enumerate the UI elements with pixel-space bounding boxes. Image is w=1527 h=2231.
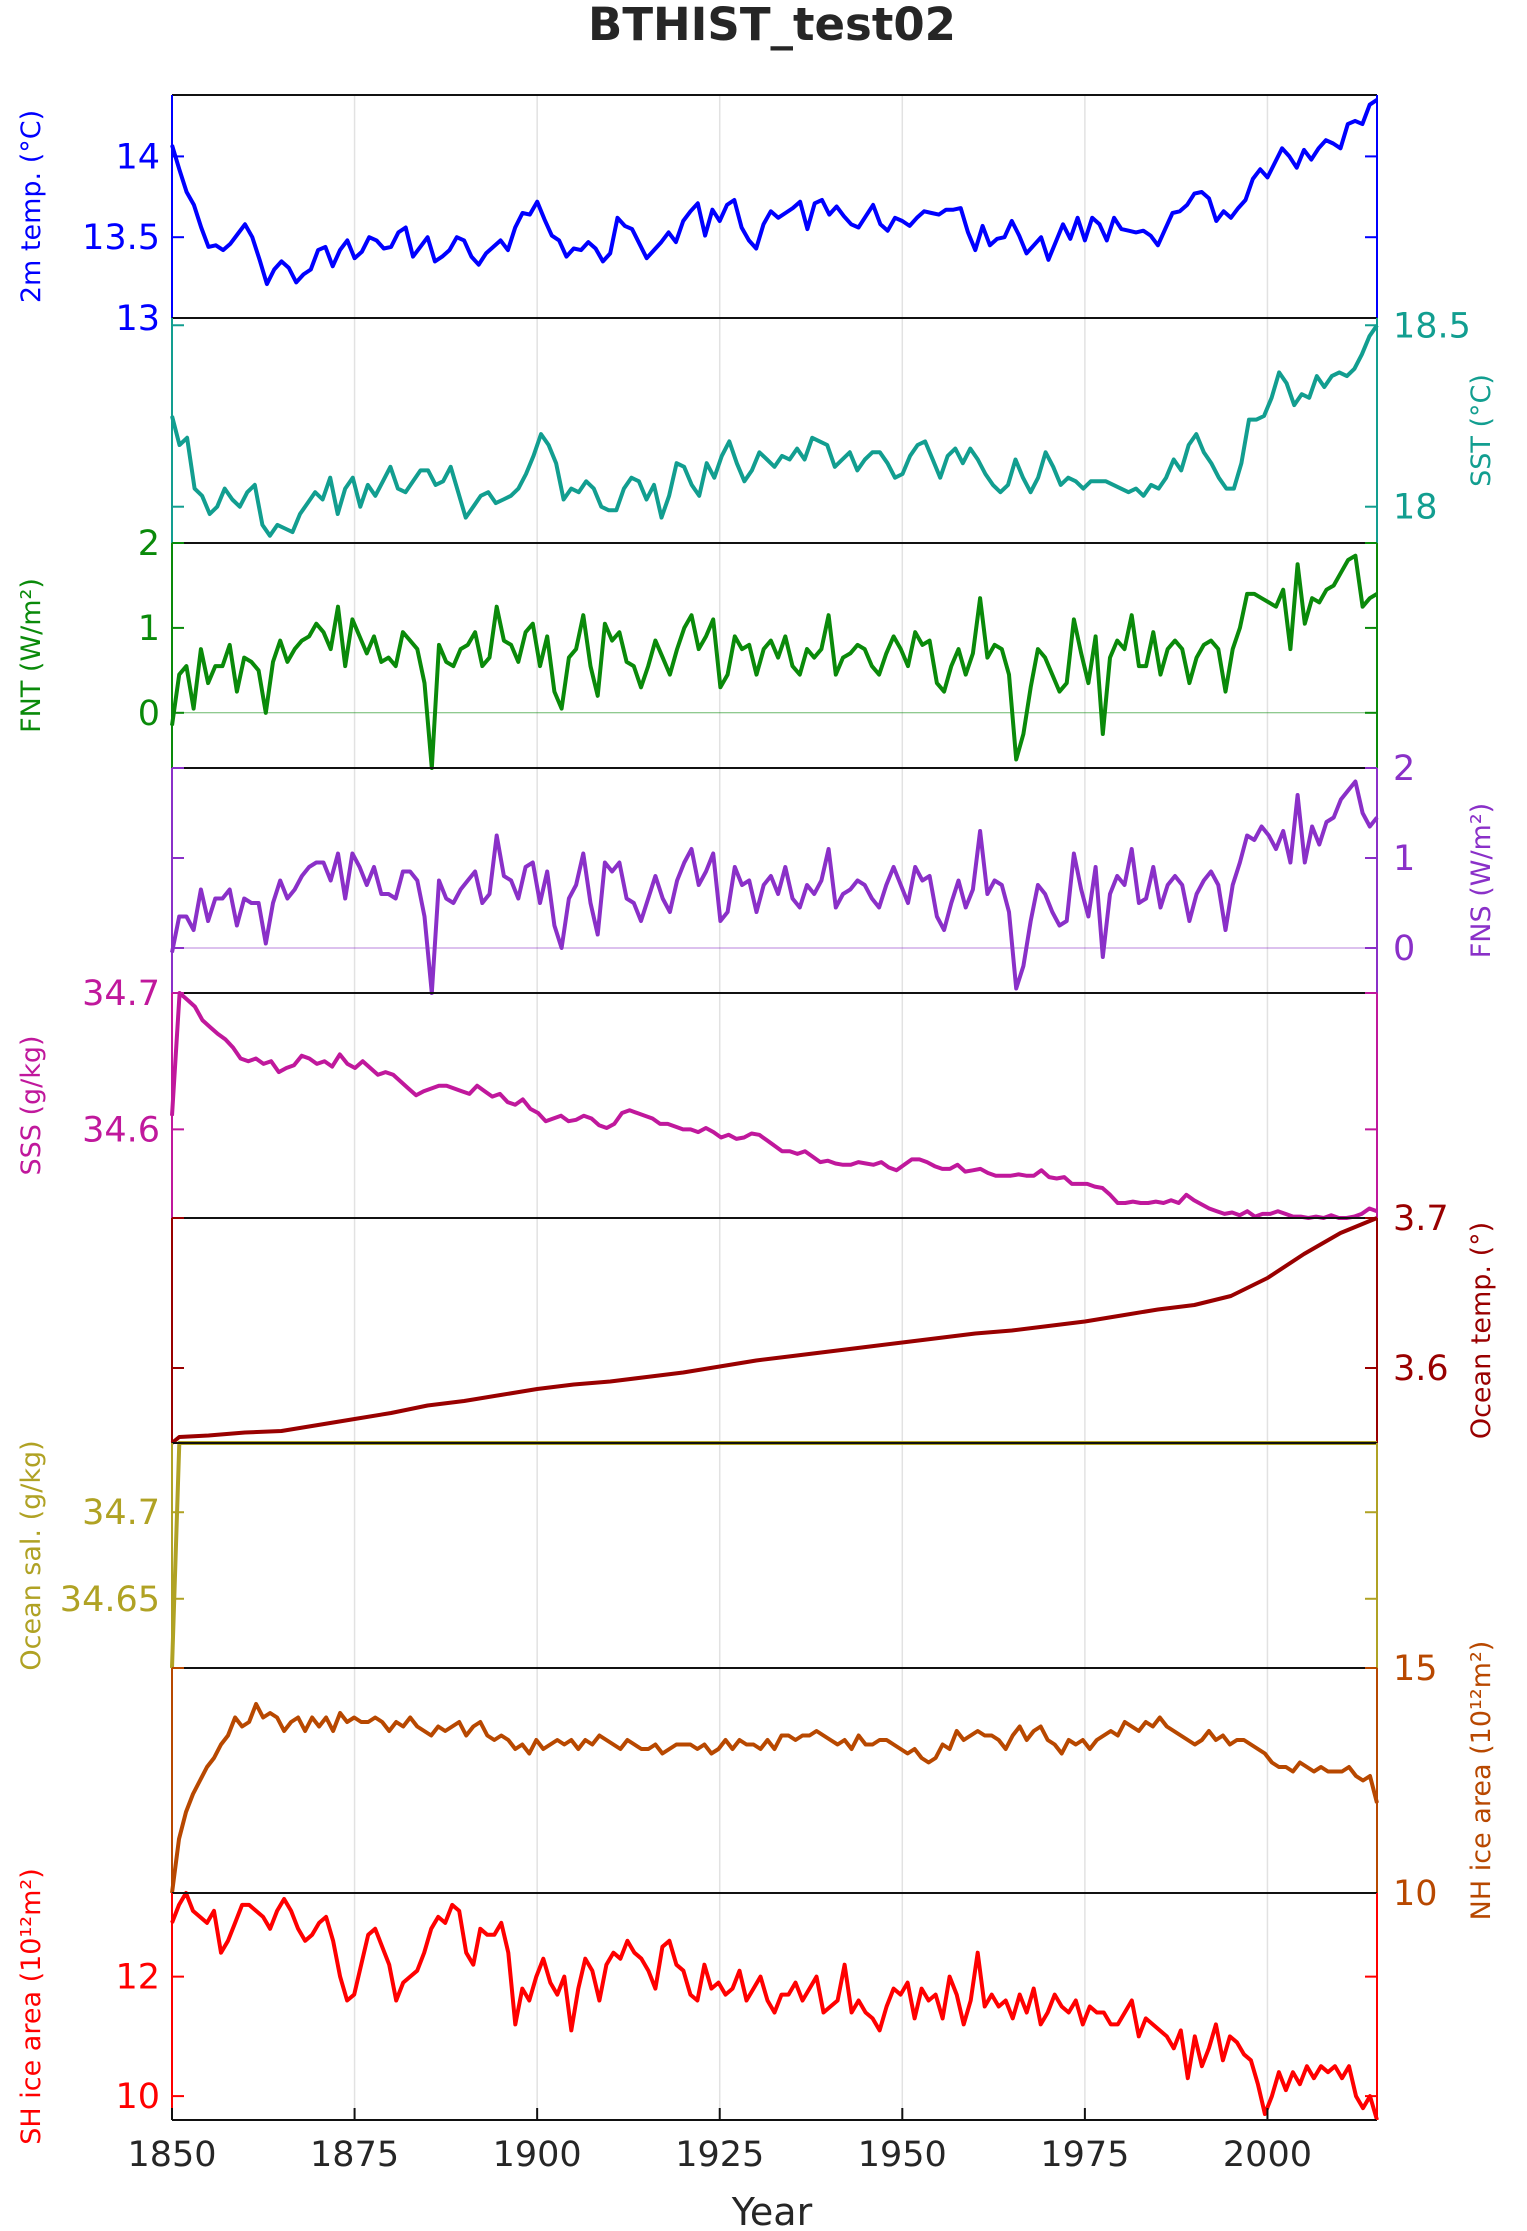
series-line-sss xyxy=(170,991,1378,1220)
y-axis-label: Ocean sal. (g/kg) xyxy=(16,1440,47,1670)
panel-sh_ice: 10 12 SH ice area (10¹²m²) xyxy=(16,1868,1379,2145)
chart-title: BTHIST_test02 xyxy=(588,0,956,51)
y-tick-label: 34.7 xyxy=(82,1493,160,1533)
panel-nh_ice: 10 15 NH ice area (10¹²m²) xyxy=(170,1641,1497,1921)
y-axis-label: SST (°C) xyxy=(1466,374,1497,487)
series-line-t2m xyxy=(170,98,1379,287)
y-tick-label: 18 xyxy=(1393,488,1438,528)
y-tick-label: 34.7 xyxy=(82,974,160,1014)
y-tick-label: 12 xyxy=(115,1958,160,1998)
y-tick-label: 1 xyxy=(138,609,160,649)
y-axis-label: SH ice area (10¹²m²) xyxy=(16,1868,47,2145)
series-line-ocean_sal xyxy=(170,1441,1377,1669)
y-tick-label: 2 xyxy=(1393,749,1415,789)
panel-ocean_sal: 34.65 34.7 Ocean sal. (g/kg) xyxy=(16,1440,1378,1671)
y-axis-label: SSS (g/kg) xyxy=(16,1035,47,1175)
y-tick-label: 2 xyxy=(138,524,160,564)
y-tick-label: 10 xyxy=(115,2077,160,2117)
x-tick-label: 1925 xyxy=(675,2135,764,2175)
y-tick-label: 0 xyxy=(138,694,160,734)
x-tick-label: 2000 xyxy=(1223,2135,1312,2175)
y-tick-label: 10 xyxy=(1393,1874,1438,1914)
y-tick-label: 15 xyxy=(1393,1649,1438,1689)
x-tick-label: 1975 xyxy=(1040,2135,1129,2175)
y-axis-label: 2m temp. (°C) xyxy=(16,110,47,303)
y-tick-label: 14 xyxy=(115,137,160,177)
y-tick-label: 1 xyxy=(1393,839,1415,879)
x-tick-label: 1875 xyxy=(310,2135,399,2175)
x-tick-label: 1850 xyxy=(127,2135,216,2175)
y-axis-label: FNT (W/m²) xyxy=(16,578,47,733)
y-tick-label: 0 xyxy=(1393,929,1415,969)
y-axis-label: NH ice area (10¹²m²) xyxy=(1466,1641,1497,1921)
x-axis: 1850 1875 1900 1925 1950 1975 2000 xyxy=(127,2108,1312,2175)
y-axis-label: Ocean temp. (°) xyxy=(1466,1222,1497,1439)
panel-t2m: 13 13.5 14 2m temp. (°C) xyxy=(16,94,1379,339)
series-line-fns xyxy=(170,779,1379,995)
y-tick-label: 13 xyxy=(115,299,160,339)
series-line-nh_ice xyxy=(170,1702,1379,1894)
panel-sss: 34.6 34.7 SSS (g/kg) xyxy=(16,974,1378,1220)
y-axis-label: FNS (W/m²) xyxy=(1466,803,1497,958)
panel-sst: 18 18.5 SST (°C) xyxy=(170,306,1497,544)
series-line-ocean_temp xyxy=(170,1216,1378,1445)
x-tick-label: 1900 xyxy=(493,2135,582,2175)
x-axis-label: Year xyxy=(731,2190,813,2231)
panel-fns: 0 1 2 FNS (W/m²) xyxy=(170,749,1497,995)
y-tick-label: 34.6 xyxy=(82,1110,160,1150)
series-line-fnt xyxy=(170,553,1379,770)
y-tick-label: 3.6 xyxy=(1393,1349,1449,1389)
y-tick-label: 3.7 xyxy=(1393,1199,1449,1239)
panel-fnt: 0 1 2 FNT (W/m²) xyxy=(16,524,1379,770)
y-tick-label: 18.5 xyxy=(1393,306,1471,346)
panel-ocean_temp: 3.6 3.7 Ocean temp. (°) xyxy=(170,1199,1497,1445)
series-line-sst xyxy=(170,324,1379,538)
series-line-sh_ice xyxy=(170,1891,1379,2121)
y-tick-label: 13.5 xyxy=(82,218,160,258)
x-tick-label: 1950 xyxy=(858,2135,947,2175)
y-tick-label: 34.65 xyxy=(60,1580,160,1620)
